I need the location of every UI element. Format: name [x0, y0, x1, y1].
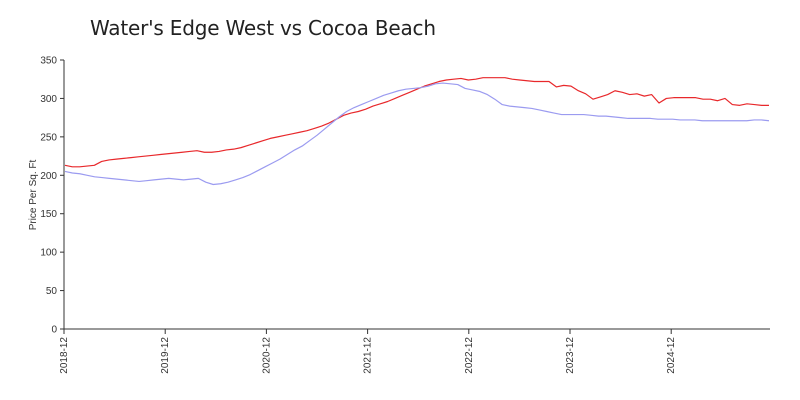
- y-tick-label: 200: [40, 171, 57, 182]
- y-axis-ticks: 0 50 100 150 200 250 300 350: [40, 56, 64, 336]
- y-tick-label: 300: [40, 94, 57, 105]
- y-tick-label: 0: [51, 325, 57, 336]
- x-tick-label: 2019-12: [160, 337, 171, 374]
- series-lines: [64, 77, 770, 186]
- series-line-1: [64, 77, 769, 168]
- x-tick-label: 2022-12: [464, 337, 475, 374]
- series-line-2: [64, 82, 770, 186]
- y-tick-label: 350: [40, 56, 57, 67]
- y-axis-label: Price Per Sq. Ft: [28, 159, 39, 230]
- x-axis-ticks: 2018-12 2019-12 2020-12 2021-12 2022-12 2023-…: [59, 329, 677, 374]
- x-tick-label: 2021-12: [363, 337, 374, 374]
- y-tick-label: 250: [40, 132, 57, 143]
- axes: [63, 60, 770, 330]
- chart-title: Water's Edge West vs Cocoa Beach: [90, 16, 436, 40]
- y-tick-label: 100: [40, 248, 57, 259]
- y-tick-label: 150: [40, 209, 57, 220]
- y-tick-label: 50: [46, 286, 58, 297]
- x-tick-label: 2020-12: [261, 337, 272, 374]
- x-tick-label: 2023-12: [565, 337, 576, 374]
- x-tick-label: 2024-12: [666, 337, 677, 374]
- x-tick-label: 2018-12: [59, 337, 70, 374]
